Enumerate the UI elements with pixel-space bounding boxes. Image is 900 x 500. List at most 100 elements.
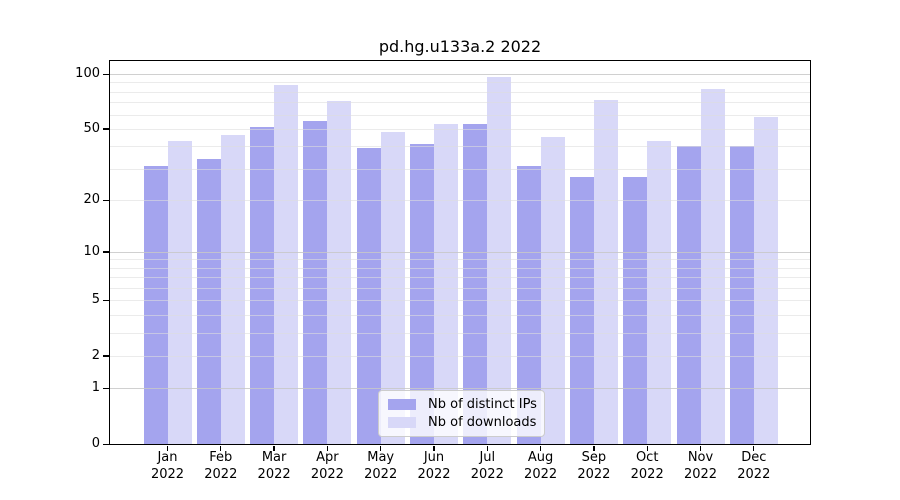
x-tick-label: Oct 2022 xyxy=(615,449,679,483)
x-tick-mark xyxy=(646,445,648,451)
bar-downloads xyxy=(700,88,725,444)
bar-distinct-ips xyxy=(729,146,754,444)
plot-area xyxy=(110,61,810,444)
x-tick-label: Dec 2022 xyxy=(722,449,786,483)
x-tick-mark xyxy=(593,445,595,451)
legend: Nb of distinct IPs Nb of downloads xyxy=(378,390,545,437)
x-tick-month: Jul xyxy=(479,450,496,465)
x-tick-label: Jan 2022 xyxy=(136,449,200,483)
gridline-minor xyxy=(110,102,810,104)
gridline-minor xyxy=(110,146,810,148)
x-tick-mark xyxy=(220,445,222,451)
y-tick-mark xyxy=(103,73,109,76)
x-tick-month: Apr xyxy=(316,450,339,465)
x-tick-year: 2022 xyxy=(150,467,185,482)
x-tick-year: 2022 xyxy=(470,467,504,482)
y-tick-label: 100 xyxy=(75,66,100,82)
gridline-major xyxy=(110,74,810,76)
gridline-minor xyxy=(110,315,810,317)
x-tick-month: Jan xyxy=(157,450,178,465)
gridline-minor xyxy=(110,128,810,130)
y-tick-label: 10 xyxy=(83,243,100,259)
gridline-major xyxy=(110,388,810,390)
legend-swatch-downloads xyxy=(388,417,416,428)
bar-distinct-ips xyxy=(623,176,648,444)
x-tick-label: Sep 2022 xyxy=(562,449,626,483)
x-tick-year: 2022 xyxy=(577,467,611,482)
chart-title: pd.hg.u133a.2 2022 xyxy=(378,37,542,56)
x-tick-mark xyxy=(699,445,702,451)
gridline-minor xyxy=(110,300,810,302)
bar-downloads xyxy=(274,85,299,444)
gridline-minor xyxy=(110,355,810,357)
x-tick-label: Feb 2022 xyxy=(189,449,253,483)
x-tick-year: 2022 xyxy=(737,467,771,482)
x-tick-label: Aug 2022 xyxy=(509,449,573,483)
x-tick-mark xyxy=(326,445,329,451)
y-tick-label: 50 xyxy=(83,120,100,136)
gridline-minor xyxy=(110,332,810,334)
x-tick-label: Jul 2022 xyxy=(455,449,519,483)
x-tick-mark xyxy=(753,445,755,451)
bar-downloads xyxy=(647,140,672,444)
y-tick-label: 5 xyxy=(91,292,100,308)
bar-downloads xyxy=(167,140,192,444)
x-tick-year: 2022 xyxy=(204,467,238,482)
legend-label-distinct-ips: Nb of distinct IPs xyxy=(428,397,537,412)
x-tick-year: 2022 xyxy=(630,467,664,482)
x-tick-label: May 2022 xyxy=(349,449,413,483)
bar-downloads xyxy=(593,100,618,444)
x-tick-month: Sep xyxy=(581,450,607,465)
y-tick-mark xyxy=(103,251,109,253)
x-tick-month: Aug xyxy=(527,450,554,465)
gridline-minor xyxy=(110,82,810,84)
bar-distinct-ips xyxy=(676,146,701,444)
bar-distinct-ips xyxy=(250,127,275,444)
x-tick-year: 2022 xyxy=(524,467,558,482)
x-tick-mark xyxy=(433,445,435,451)
bar-distinct-ips xyxy=(303,121,328,444)
y-tick-mark xyxy=(103,443,109,445)
x-tick-month: Dec xyxy=(741,450,767,465)
y-tick-mark xyxy=(103,355,109,357)
y-tick-label: 2 xyxy=(91,347,100,363)
x-tick-year: 2022 xyxy=(683,467,718,482)
bar-distinct-ips xyxy=(569,176,594,444)
x-tick-year: 2022 xyxy=(310,467,344,482)
legend-swatch-distinct-ips xyxy=(388,399,416,410)
bar-downloads xyxy=(487,77,512,444)
gridline-minor xyxy=(110,200,810,201)
x-tick-month: Mar xyxy=(261,450,287,465)
y-tick-mark xyxy=(103,128,109,130)
x-tick-mark xyxy=(380,445,382,451)
y-tick-mark xyxy=(103,199,109,201)
x-tick-month: Oct xyxy=(635,450,659,465)
bar-downloads xyxy=(327,101,352,444)
gridline-minor xyxy=(110,168,810,170)
x-tick-month: Nov xyxy=(687,450,714,465)
gridline-minor xyxy=(110,114,810,116)
y-tick-mark xyxy=(103,299,109,302)
x-tick-label: Mar 2022 xyxy=(242,449,306,483)
gridline-minor xyxy=(110,259,810,261)
x-tick-mark xyxy=(486,445,488,451)
bar-distinct-ips xyxy=(143,166,168,444)
x-tick-year: 2022 xyxy=(417,467,451,482)
legend-label-downloads: Nb of downloads xyxy=(428,415,537,430)
x-tick-mark xyxy=(166,445,169,451)
bar-distinct-ips xyxy=(196,159,221,444)
legend-entry-distinct-ips: Nb of distinct IPs xyxy=(388,397,544,412)
x-tick-year: 2022 xyxy=(364,467,398,482)
x-tick-month: May xyxy=(367,450,395,465)
gridline-major xyxy=(110,251,810,253)
gridline-minor xyxy=(110,277,810,279)
x-tick-mark xyxy=(273,445,275,451)
x-tick-label: Apr 2022 xyxy=(295,449,359,483)
grid-layer xyxy=(110,61,810,444)
y-tick-mark xyxy=(103,387,109,390)
bar-downloads xyxy=(220,135,245,444)
gridline-minor xyxy=(110,288,810,290)
x-tick-mark xyxy=(539,445,542,451)
gridline-minor xyxy=(110,267,810,269)
